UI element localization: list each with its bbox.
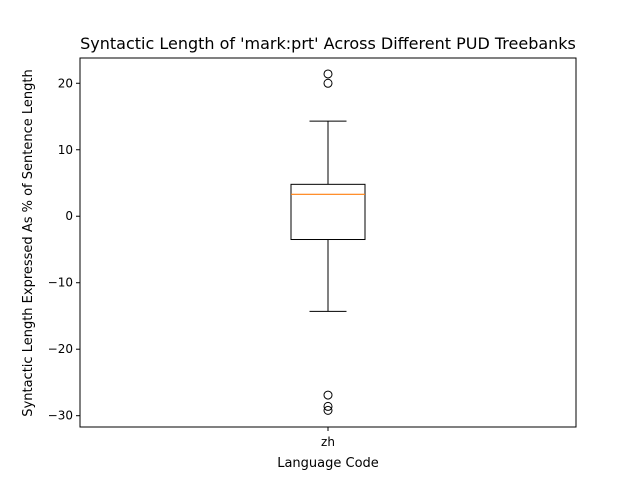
y-tick-label: −20: [48, 342, 73, 356]
y-axis-label: Syntactic Length Expressed As % of Sente…: [21, 69, 36, 416]
y-tick-label: −10: [48, 276, 73, 290]
outlier-point: [323, 401, 333, 411]
y-tick-label: −30: [48, 409, 73, 423]
plot-area: [290, 69, 366, 415]
outlier-point: [323, 69, 333, 79]
y-tick-label: 0: [65, 209, 73, 223]
x-axis-label: Language Code: [277, 456, 379, 471]
x-tick-label: zh: [321, 435, 335, 449]
outlier-point: [323, 390, 333, 400]
outlier-point: [323, 405, 333, 415]
y-tick-label: 20: [58, 76, 73, 90]
outlier-point: [323, 78, 333, 88]
iqr-box: [290, 183, 366, 241]
y-tick-label: 10: [58, 143, 73, 157]
chart-title: Syntactic Length of 'mark:prt' Across Di…: [80, 34, 576, 53]
